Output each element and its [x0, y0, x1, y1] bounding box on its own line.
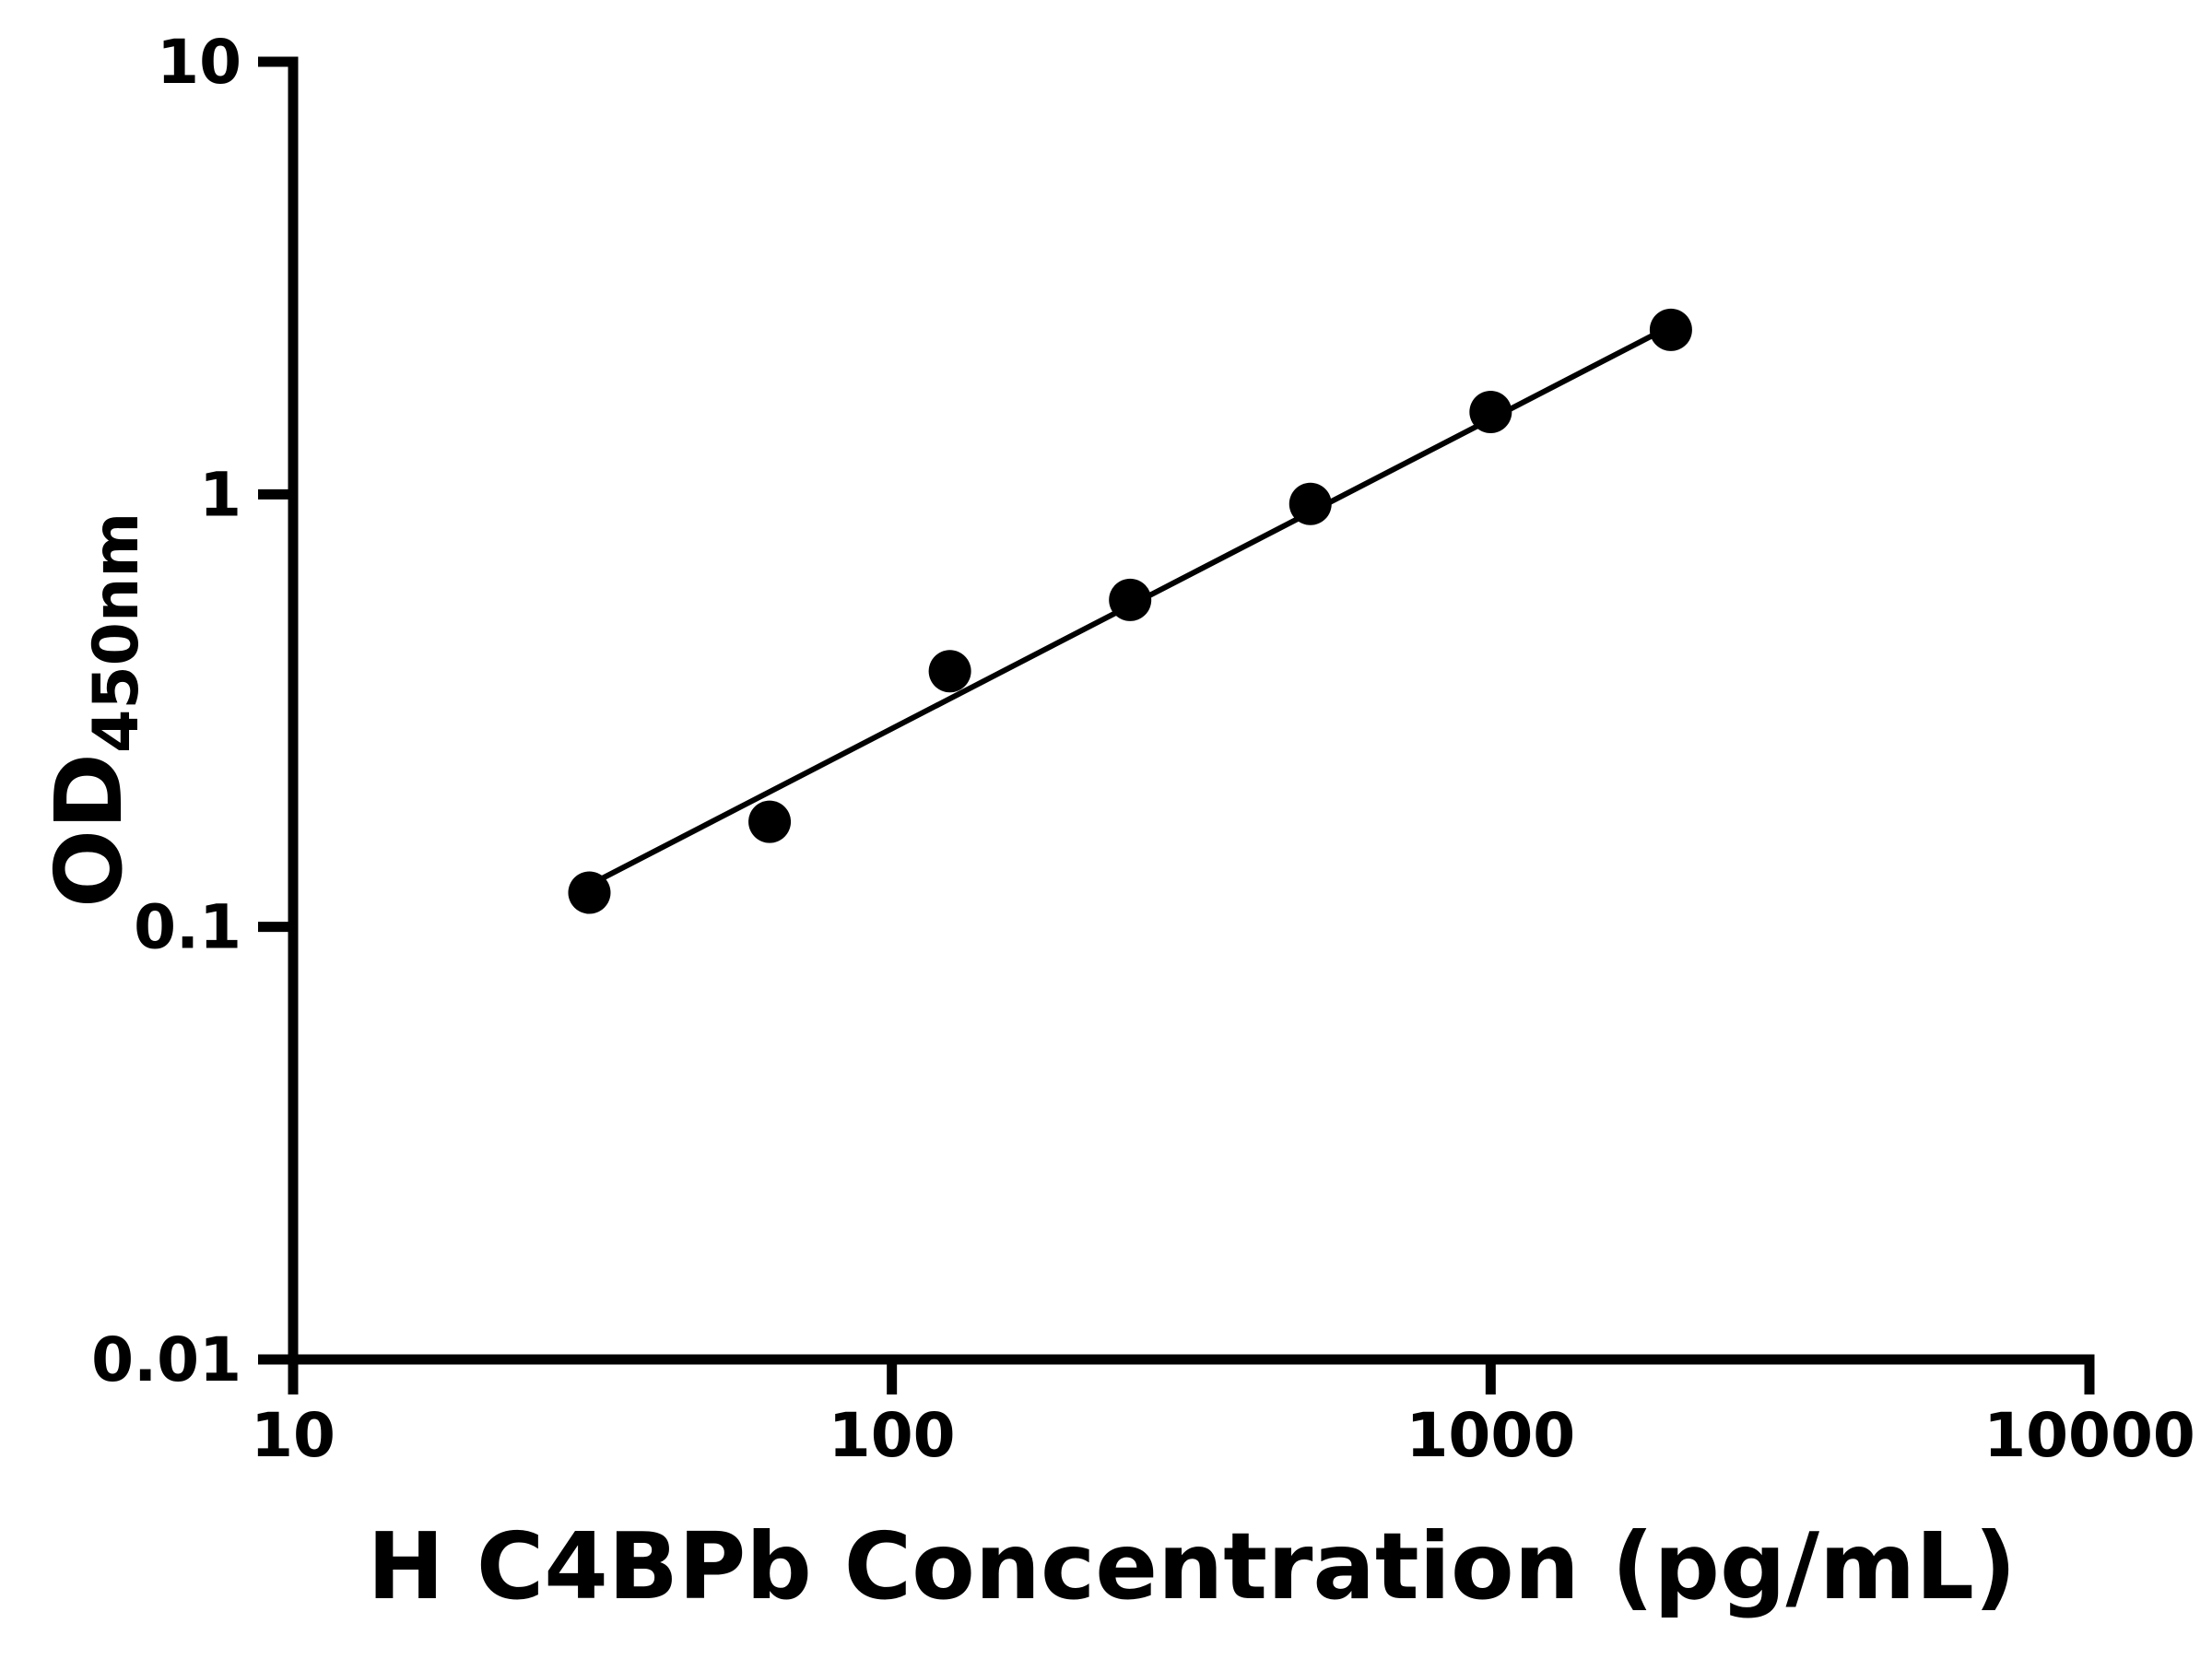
data-point [1469, 391, 1512, 434]
x-tick-label: 100 [829, 1400, 956, 1471]
data-point [1649, 308, 1692, 351]
y-tick-label: 10 [157, 27, 241, 98]
y-axis-title-subscript: 450nm [80, 512, 153, 753]
y-axis-title: OD450nm [35, 512, 153, 908]
y-tick-label: 0.01 [91, 1324, 241, 1395]
data-point [568, 871, 611, 914]
data-point [748, 800, 792, 843]
y-tick-label: 1 [199, 459, 241, 530]
data-point [1109, 578, 1152, 621]
x-tick-label: 10 [251, 1400, 335, 1471]
data-point [928, 650, 971, 693]
y-axis-title-main: OD [35, 752, 143, 908]
x-axis-title: H C4BPb Concentration (pg/mL) [367, 1512, 2017, 1620]
data-point [1288, 482, 1332, 525]
y-tick-label: 0.1 [134, 892, 241, 963]
x-tick-label: 1000 [1406, 1400, 1575, 1471]
x-tick-label: 10000 [1983, 1400, 2195, 1471]
